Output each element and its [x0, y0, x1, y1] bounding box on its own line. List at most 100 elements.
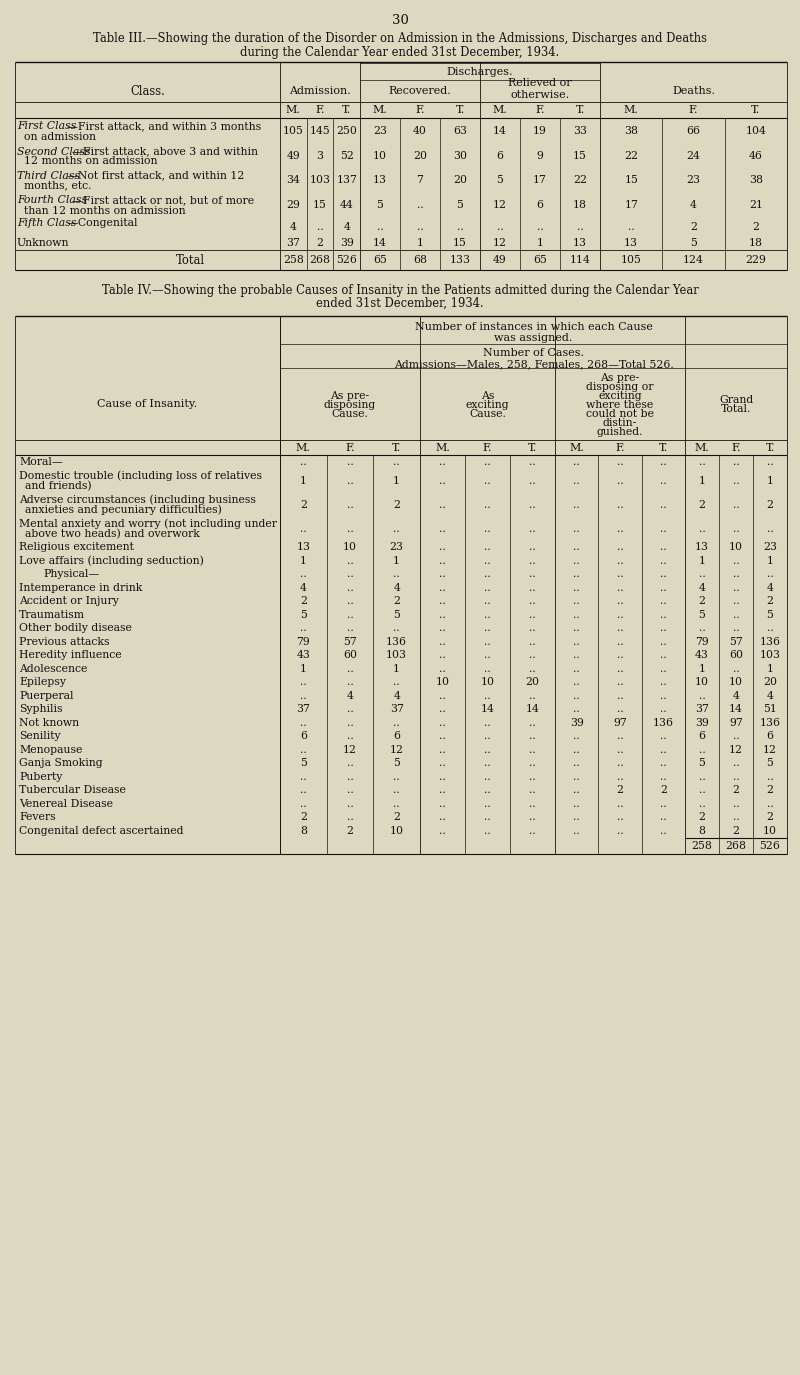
Text: Class.: Class.	[130, 84, 165, 98]
Text: ..: ..	[377, 221, 383, 231]
Text: ..: ..	[439, 704, 446, 714]
Text: First Class: First Class	[17, 121, 76, 132]
Text: ..: ..	[617, 758, 623, 769]
Text: Love affairs (including seduction): Love affairs (including seduction)	[19, 556, 204, 566]
Text: T.: T.	[658, 443, 668, 452]
Text: ..: ..	[529, 569, 536, 579]
Text: ..: ..	[574, 499, 580, 510]
Text: Puerperal: Puerperal	[19, 690, 74, 701]
Text: As: As	[481, 390, 494, 400]
Text: ..: ..	[484, 690, 491, 701]
Text: F.: F.	[482, 443, 492, 452]
Text: during the Calendar Year ended 31st December, 1934.: during the Calendar Year ended 31st Dece…	[240, 45, 560, 59]
Text: ..: ..	[346, 623, 354, 634]
Text: 5: 5	[394, 609, 400, 620]
Text: 39: 39	[340, 238, 354, 247]
Text: M.: M.	[624, 104, 638, 116]
Text: 10: 10	[390, 826, 404, 836]
Text: ..: ..	[484, 542, 491, 553]
Text: ..: ..	[439, 813, 446, 822]
Text: 1: 1	[698, 476, 706, 485]
Text: 103: 103	[310, 175, 330, 186]
Text: 37: 37	[296, 704, 310, 714]
Text: ..: ..	[529, 456, 536, 466]
Text: ..: ..	[394, 785, 400, 795]
Text: Intemperance in drink: Intemperance in drink	[19, 583, 142, 593]
Text: ..: ..	[766, 456, 774, 466]
Text: ..: ..	[439, 542, 446, 553]
Text: M.: M.	[570, 443, 584, 452]
Text: ..: ..	[439, 785, 446, 795]
Text: 1: 1	[300, 556, 307, 565]
Text: ..: ..	[733, 569, 739, 579]
Text: ..: ..	[574, 456, 580, 466]
Text: ..: ..	[574, 542, 580, 553]
Text: F.: F.	[731, 443, 741, 452]
Text: than 12 months on admission: than 12 months on admission	[24, 206, 186, 216]
Text: 12: 12	[493, 199, 507, 210]
Text: ..: ..	[660, 704, 666, 714]
Text: ..: ..	[439, 745, 446, 755]
Text: 4: 4	[698, 583, 706, 593]
Text: Fourth Class: Fourth Class	[17, 195, 87, 205]
Text: ..: ..	[484, 524, 491, 534]
Text: ..: ..	[439, 771, 446, 782]
Text: 5: 5	[690, 238, 697, 247]
Text: ..: ..	[698, 569, 706, 579]
Text: As pre-: As pre-	[330, 390, 370, 400]
Text: ..: ..	[574, 799, 580, 808]
Text: ..: ..	[439, 499, 446, 510]
Text: ..: ..	[660, 597, 666, 606]
Text: disposing or: disposing or	[586, 381, 654, 392]
Text: 40: 40	[413, 126, 427, 136]
Text: 23: 23	[686, 175, 701, 186]
Text: 5: 5	[377, 199, 383, 210]
Text: 10: 10	[481, 678, 494, 688]
Text: 4: 4	[394, 583, 400, 593]
Text: Ganja Smoking: Ganja Smoking	[19, 758, 102, 769]
Text: 52: 52	[340, 151, 354, 161]
Text: Physical—: Physical—	[43, 569, 99, 579]
Text: ..: ..	[529, 583, 536, 593]
Text: ..: ..	[394, 771, 400, 782]
Text: ..: ..	[698, 690, 706, 701]
Text: 66: 66	[686, 126, 701, 136]
Text: 5: 5	[497, 175, 503, 186]
Text: 46: 46	[749, 151, 762, 161]
Text: ..: ..	[439, 623, 446, 634]
Text: ..: ..	[660, 499, 666, 510]
Text: F.: F.	[535, 104, 545, 116]
Text: 526: 526	[336, 254, 357, 265]
Text: ..: ..	[484, 785, 491, 795]
Text: ..: ..	[617, 732, 623, 741]
Text: 5: 5	[457, 199, 463, 210]
Text: 7: 7	[417, 175, 423, 186]
Text: ..: ..	[346, 476, 354, 485]
Text: 136: 136	[653, 718, 674, 727]
Text: ..: ..	[417, 221, 423, 231]
Text: 9: 9	[537, 151, 543, 161]
Text: 33: 33	[573, 126, 587, 136]
Text: 20: 20	[413, 151, 427, 161]
Text: 2: 2	[393, 499, 400, 510]
Text: Accident or Injury: Accident or Injury	[19, 597, 119, 606]
Text: 21: 21	[749, 199, 763, 210]
Text: 39: 39	[695, 718, 709, 727]
Text: M.: M.	[373, 104, 387, 116]
Text: Congenital defect ascertained: Congenital defect ascertained	[19, 826, 183, 836]
Text: Cause.: Cause.	[331, 408, 369, 418]
Text: 2: 2	[733, 785, 739, 795]
Text: 15: 15	[453, 238, 467, 247]
Text: ..: ..	[300, 799, 306, 808]
Text: ..: ..	[617, 826, 623, 836]
Text: Second Class: Second Class	[17, 147, 90, 157]
Text: Puberty: Puberty	[19, 771, 62, 782]
Text: Fifth Class: Fifth Class	[17, 219, 77, 228]
Text: 14: 14	[373, 238, 387, 247]
Text: 105: 105	[621, 254, 642, 265]
Text: ..: ..	[660, 623, 666, 634]
Text: 2: 2	[690, 221, 697, 231]
Text: ..: ..	[300, 745, 306, 755]
Text: ..: ..	[733, 597, 739, 606]
Text: ..: ..	[529, 771, 536, 782]
